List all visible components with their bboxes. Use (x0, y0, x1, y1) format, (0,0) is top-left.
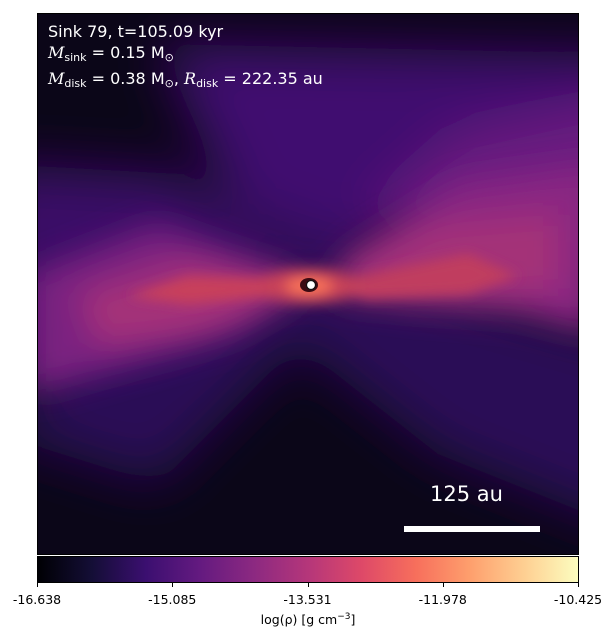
sink-info: Sink 79, t=105.09 kyr Msink = 0.15 M⊙ Md… (48, 21, 323, 94)
density-map-panel: Sink 79, t=105.09 kyr Msink = 0.15 M⊙ Md… (37, 13, 579, 555)
colorbar-tick (578, 583, 579, 587)
density-map (38, 14, 578, 554)
scale-bar (404, 526, 540, 532)
colorbar-tick (442, 583, 444, 587)
disk-properties: Mdisk = 0.38 M⊙, Rdisk = 222.35 au (48, 69, 323, 90)
sink-title: Sink 79, t=105.09 kyr (48, 22, 224, 41)
colorbar (37, 556, 579, 583)
colorbar-tick-label: -15.085 (148, 592, 197, 607)
colorbar-tick (37, 583, 38, 587)
colorbar-label: log(ρ) [g cm−3] (260, 612, 356, 628)
sink-mass: Msink = 0.15 M⊙ (48, 43, 174, 64)
colorbar-tick-label: -11.978 (418, 592, 467, 607)
scale-bar-label: 125 au (430, 482, 503, 506)
colorbar-tick-label: -13.531 (283, 592, 332, 607)
colorbar-tick-label: -10.425 (553, 592, 603, 607)
colorbar-ticks: -16.638 -15.085 -13.531 -11.978 -10.425 (13, 583, 602, 613)
colorbar-tick (172, 583, 174, 587)
sink-circle-icon (305, 279, 317, 291)
colorbar-tick (307, 583, 309, 587)
colorbar-tick-label: -16.638 (12, 592, 62, 607)
